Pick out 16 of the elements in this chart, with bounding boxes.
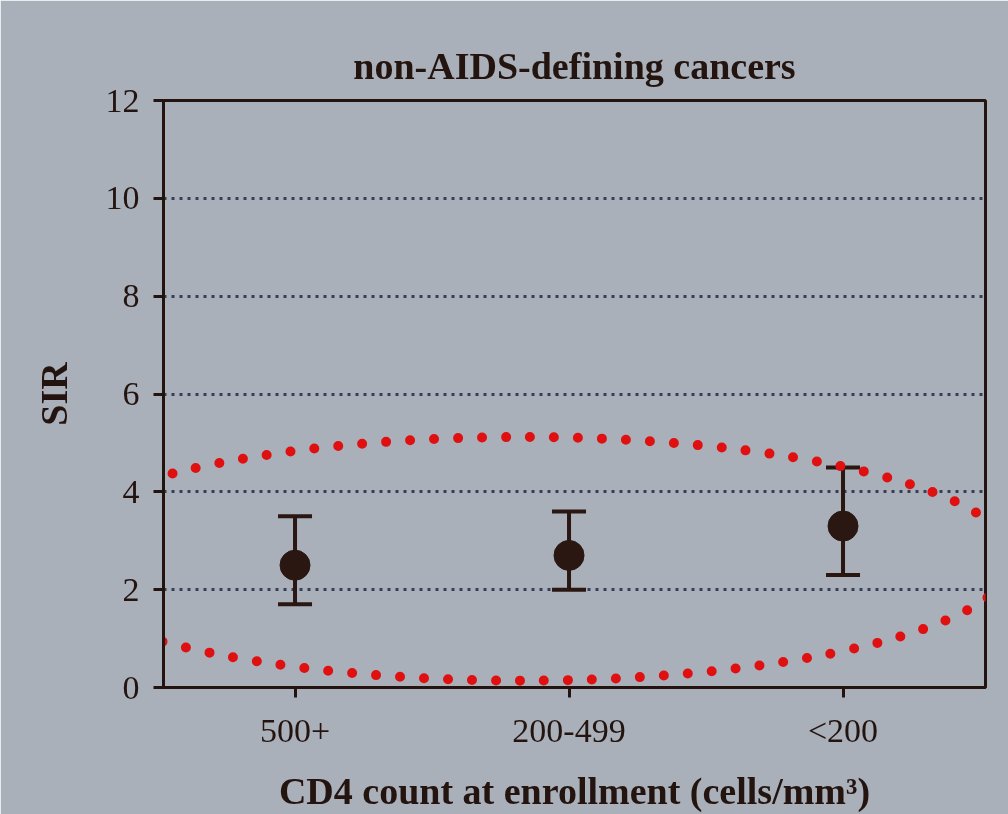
point <box>827 510 859 542</box>
x-tick-label: 200-499 <box>512 711 626 749</box>
chart-title: non-AIDS-defining cancers <box>353 44 796 87</box>
y-tick-label: 0 <box>122 668 140 706</box>
x-axis-title: CD4 count at enrollment (cells/mm³) <box>278 769 871 813</box>
x-tick-label: 500+ <box>259 711 331 749</box>
y-axis-title: SIR <box>32 361 75 426</box>
y-tick-label: 2 <box>122 570 140 608</box>
y-tick-label: 10 <box>105 179 140 217</box>
y-tick-label: 6 <box>122 375 140 412</box>
y-tick-label: 12 <box>105 81 140 119</box>
point <box>279 549 311 581</box>
x-tick-label: <200 <box>807 711 879 749</box>
y-tick-label: 4 <box>122 472 140 510</box>
point <box>553 539 585 571</box>
y-tick-label: 8 <box>122 277 140 315</box>
